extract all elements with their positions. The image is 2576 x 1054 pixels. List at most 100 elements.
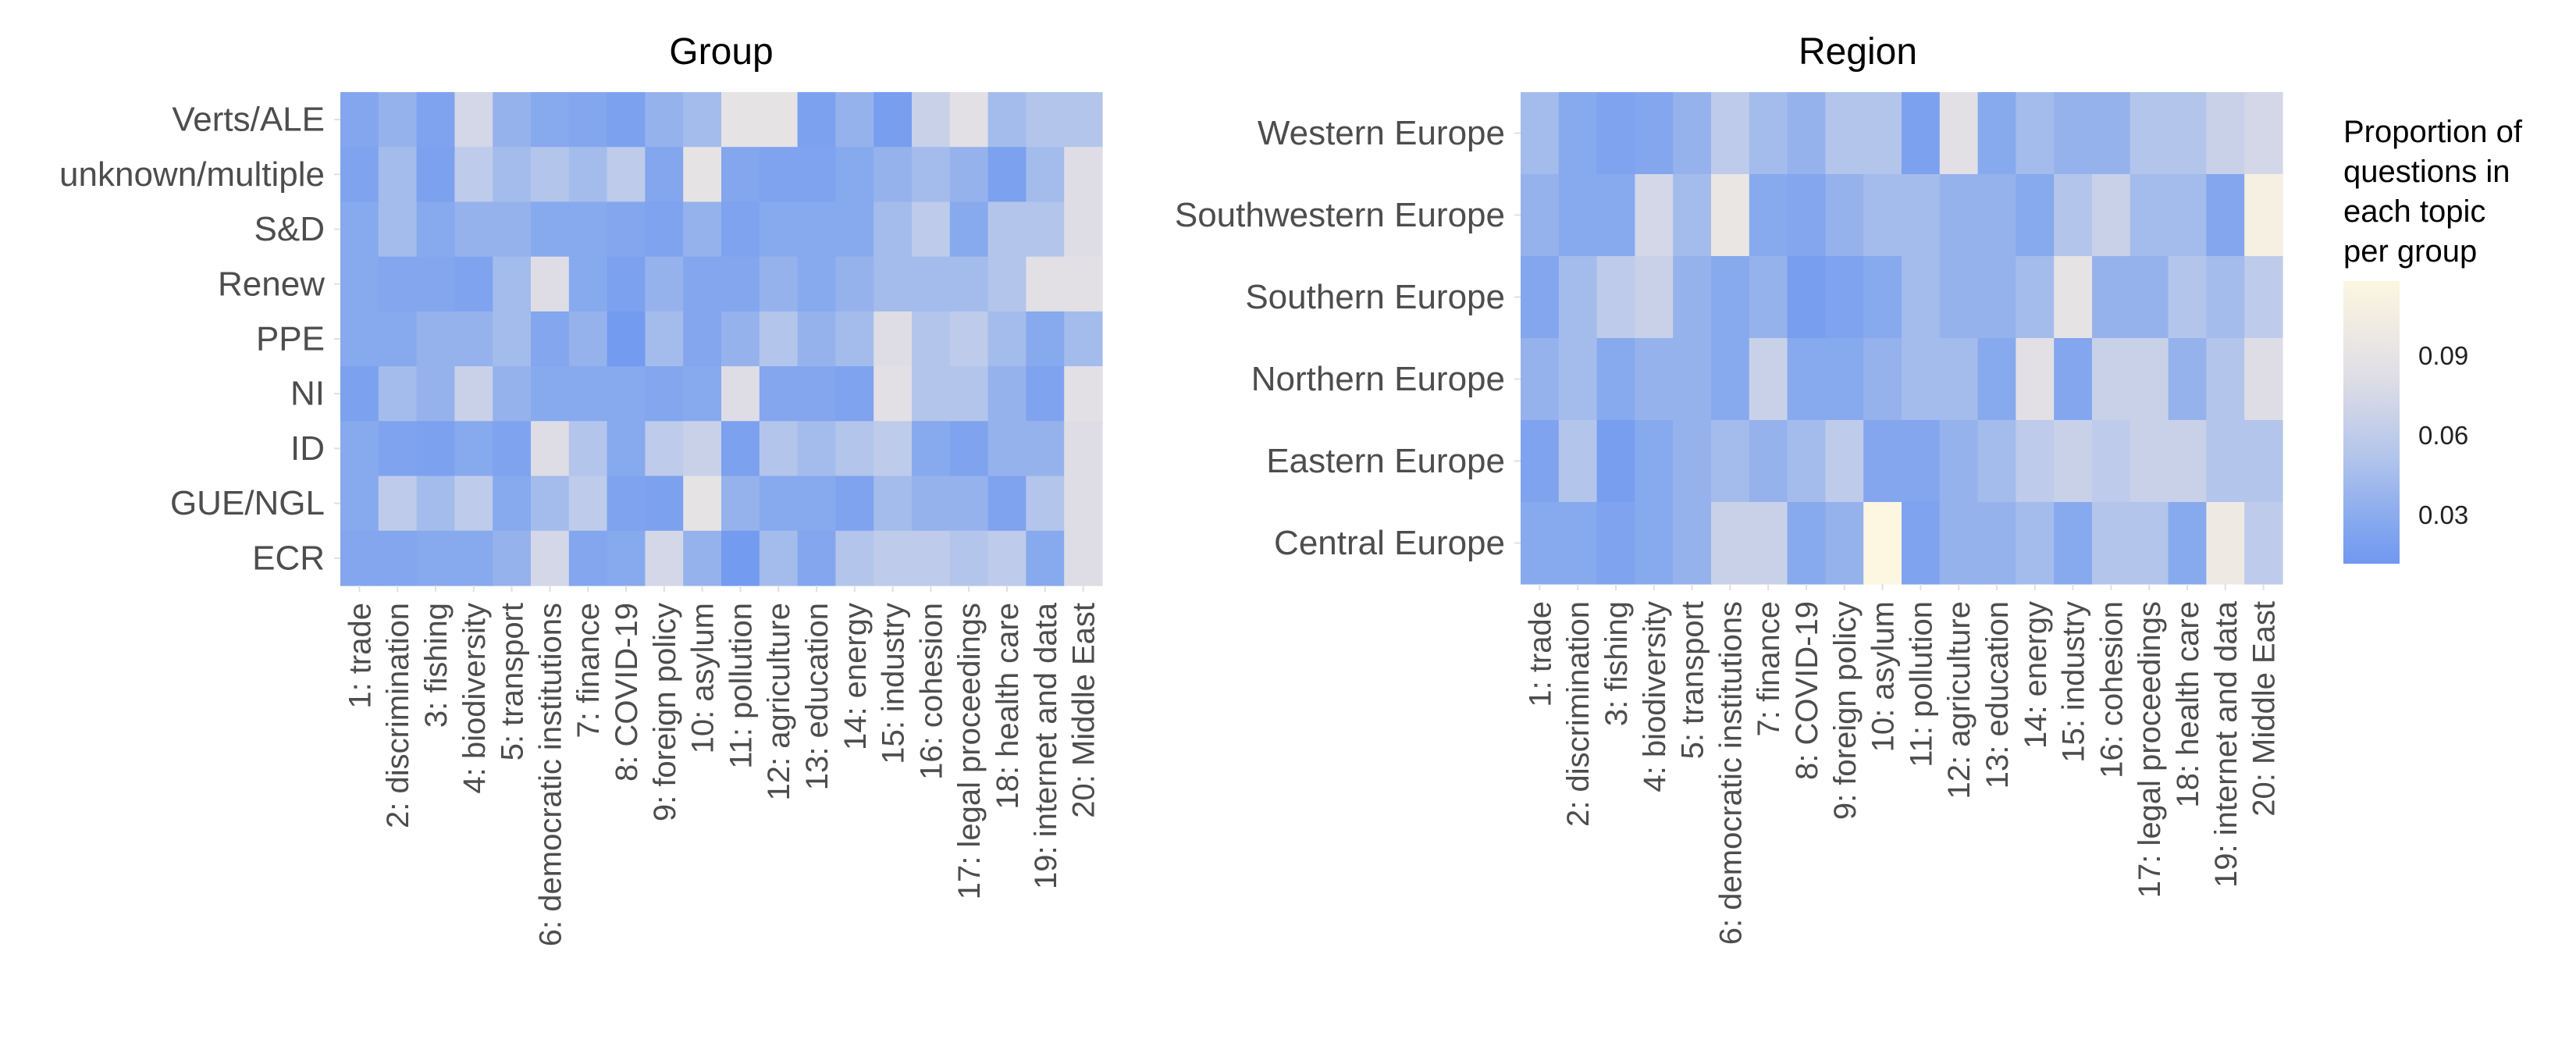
y-tick-label: S&D bbox=[254, 210, 325, 248]
x-tick-label: 17: legal proceedings bbox=[2133, 601, 2167, 898]
heatmap-cell bbox=[1902, 420, 1941, 503]
heatmap-cell bbox=[1863, 502, 1902, 585]
heatmap-cell bbox=[568, 147, 608, 203]
heatmap-cell bbox=[1596, 174, 1635, 257]
x-tick-label: 1: trade bbox=[343, 603, 377, 709]
heatmap-cell bbox=[2129, 256, 2169, 339]
legend-title-line: per group bbox=[2343, 234, 2478, 269]
heatmap-cell bbox=[987, 530, 1026, 586]
heatmap-cell bbox=[683, 366, 722, 422]
heatmap-cell bbox=[645, 92, 684, 148]
heatmap-cell bbox=[912, 475, 951, 532]
heatmap-cell bbox=[1673, 174, 1712, 257]
legend-title-line: each topic bbox=[2343, 194, 2486, 229]
heatmap-cell bbox=[949, 311, 989, 367]
heatmap-cell bbox=[912, 366, 951, 422]
heatmap-cell bbox=[645, 147, 684, 203]
heatmap-cell bbox=[949, 147, 989, 203]
heatmap-cell bbox=[416, 475, 455, 532]
heatmap-cell bbox=[607, 475, 646, 532]
heatmap-cell bbox=[2206, 338, 2245, 421]
heatmap-cell bbox=[873, 201, 913, 258]
heatmap-cell bbox=[1673, 420, 1712, 503]
heatmap-cell bbox=[1064, 256, 1103, 312]
heatmap-cell bbox=[1635, 420, 1674, 503]
heatmap-cell bbox=[949, 366, 989, 422]
heatmap-cell bbox=[340, 475, 379, 532]
legend-title: Proportion of questions in each topic pe… bbox=[2343, 112, 2570, 272]
heatmap-cell bbox=[568, 92, 608, 148]
heatmap-cell bbox=[759, 311, 799, 367]
heatmap-cell bbox=[493, 201, 532, 258]
heatmap-cell bbox=[493, 256, 532, 312]
heatmap-cell bbox=[1977, 256, 2016, 339]
heatmap-cell bbox=[797, 256, 836, 312]
heatmap-cell bbox=[912, 256, 951, 312]
heatmap-cell bbox=[1863, 174, 1902, 257]
x-tick-label: 5: transport bbox=[496, 603, 530, 760]
heatmap-cell bbox=[1939, 256, 1979, 339]
heatmap-cell bbox=[987, 147, 1026, 203]
heatmap-cell bbox=[1711, 420, 1750, 503]
x-tick-label: 2: discrimination bbox=[1561, 601, 1596, 827]
heatmap-cell bbox=[987, 475, 1026, 532]
heatmap-cell bbox=[759, 201, 799, 258]
x-tick-label: 5: transport bbox=[1676, 601, 1710, 759]
heatmap-cell bbox=[2206, 92, 2245, 175]
heatmap-cell bbox=[378, 421, 418, 477]
heatmap-cell bbox=[2168, 420, 2207, 503]
heatmap-cell bbox=[987, 311, 1026, 367]
heatmap-cell bbox=[568, 311, 608, 367]
legend-tick-label: 0.03 bbox=[2418, 500, 2469, 529]
heatmap-cell bbox=[1558, 92, 1598, 175]
heatmap-cell bbox=[1749, 92, 1788, 175]
heatmap-cell bbox=[683, 421, 722, 477]
heatmap-cell bbox=[1939, 92, 1979, 175]
heatmap-cell bbox=[873, 92, 913, 148]
heatmap-cell bbox=[2168, 502, 2207, 585]
heatmap-cell bbox=[645, 201, 684, 258]
heatmap-cell bbox=[607, 147, 646, 203]
heatmap-cell bbox=[378, 530, 418, 586]
heatmap-cell bbox=[1521, 256, 1560, 339]
x-tick-label: 3: fishing bbox=[419, 603, 454, 728]
heatmap-cell bbox=[454, 421, 493, 477]
heatmap-cell bbox=[531, 475, 570, 532]
heatmap-cell bbox=[568, 475, 608, 532]
heatmap-cell bbox=[607, 201, 646, 258]
heatmap-cell bbox=[2092, 174, 2131, 257]
heatmap-cell bbox=[1749, 338, 1788, 421]
x-tick-label: 9: foreign policy bbox=[1828, 601, 1863, 820]
heatmap-cell bbox=[1064, 421, 1103, 477]
heatmap-cell bbox=[1635, 174, 1674, 257]
heatmap-cell bbox=[1521, 92, 1560, 175]
heatmap-cell bbox=[340, 147, 379, 203]
heatmap-cell bbox=[1863, 420, 1902, 503]
heatmap-cell bbox=[2244, 502, 2283, 585]
heatmap-cell bbox=[949, 421, 989, 477]
x-tick-label: 8: COVID-19 bbox=[610, 603, 644, 782]
heatmap-cell bbox=[759, 475, 799, 532]
y-tick-label: PPE bbox=[256, 320, 325, 358]
heatmap-cell bbox=[873, 311, 913, 367]
heatmap-cell bbox=[873, 366, 913, 422]
legend-tick-label: 0.09 bbox=[2418, 341, 2469, 370]
y-tick-label: Southwestern Europe bbox=[1175, 196, 1505, 234]
heatmap-cell bbox=[1711, 502, 1750, 585]
chart-title-region: Region bbox=[1799, 31, 1917, 73]
y-tick-label: Verts/ALE bbox=[172, 101, 325, 139]
heatmap-cell bbox=[1749, 502, 1788, 585]
heatmap-cell bbox=[683, 92, 722, 148]
heatmap-cell bbox=[1596, 338, 1635, 421]
heatmap-cell bbox=[1026, 366, 1065, 422]
y-tick-label: NI bbox=[290, 375, 325, 413]
heatmap-cell bbox=[797, 421, 836, 477]
heatmap-cell bbox=[454, 366, 493, 422]
heatmap-cell bbox=[721, 147, 760, 203]
heatmap-cell bbox=[949, 201, 989, 258]
heatmap-cell bbox=[1026, 421, 1065, 477]
heatmap-cell bbox=[721, 421, 760, 477]
heatmap-cell bbox=[531, 530, 570, 586]
heatmap-cell bbox=[949, 256, 989, 312]
heatmap-cell bbox=[873, 475, 913, 532]
